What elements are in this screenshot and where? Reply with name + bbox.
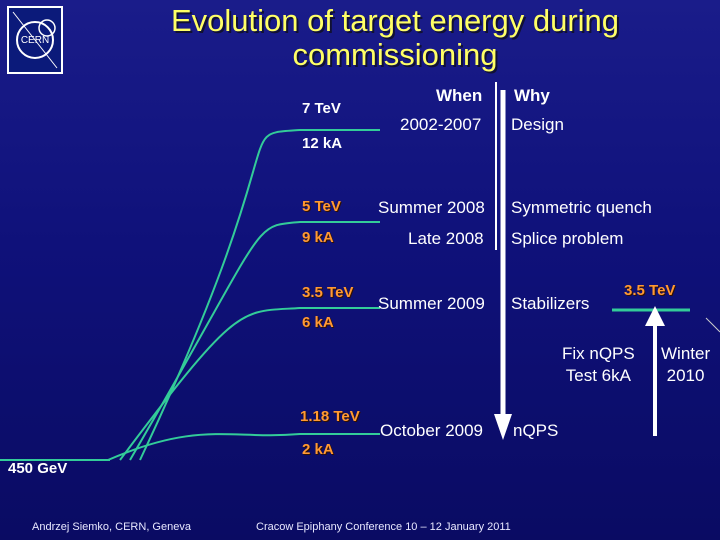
why-nqps: nQPS xyxy=(513,421,559,440)
page-title: Evolution of target energy during commis… xyxy=(0,4,720,72)
target-3-5tev-right: 3.5 TeV xyxy=(624,282,676,299)
current-12ka: 12 kA xyxy=(302,135,343,152)
energy-5tev: 5 TeV xyxy=(302,198,341,215)
curve-1-18tev xyxy=(107,433,380,461)
column-why: Why xyxy=(514,86,550,105)
fix-nqps-note: Fix nQPS Test 6kA xyxy=(562,343,635,387)
curve-7tev xyxy=(139,129,380,461)
up-arrow-head xyxy=(645,306,665,326)
current-2ka: 2 kA xyxy=(302,441,334,458)
energy-7tev: 7 TeV xyxy=(302,100,341,117)
winter-2010-note: Winter 2010 xyxy=(661,343,710,387)
title-line-1: Evolution of target energy during xyxy=(170,3,620,38)
fix-note-line-1: Fix nQPS xyxy=(562,344,635,363)
when-october-2009: October 2009 xyxy=(380,421,484,440)
corner-line xyxy=(705,317,720,333)
winter-note-line-1: Winter xyxy=(661,344,711,363)
fix-note-line-2: Test 6kA xyxy=(565,366,631,385)
why-design: Design xyxy=(511,115,564,134)
down-arrow-head xyxy=(494,414,512,440)
current-9ka: 9 kA xyxy=(302,229,334,246)
energy-1-18tev: 1.18 TeV xyxy=(300,408,360,425)
cern-logo-text: CERN xyxy=(21,35,49,46)
why-symmetric-quench: Symmetric quench xyxy=(511,198,652,217)
when-2002-2007: 2002-2007 xyxy=(400,115,482,134)
footer-author: Andrzej Siemko, CERN, Geneva xyxy=(32,521,191,533)
when-summer-2009: Summer 2009 xyxy=(378,294,485,313)
cern-logo-icon: CERN xyxy=(9,8,61,72)
column-when: When xyxy=(436,86,483,105)
when-late-2008: Late 2008 xyxy=(408,229,484,248)
footer-conference: Cracow Epiphany Conference 10 – 12 Janua… xyxy=(256,521,511,533)
energy-3-5tev: 3.5 TeV xyxy=(302,284,354,301)
when-summer-2008: Summer 2008 xyxy=(378,198,485,217)
curve-3-5tev xyxy=(119,307,380,461)
why-splice-problem: Splice problem xyxy=(511,229,624,248)
why-stabilizers: Stabilizers xyxy=(511,294,590,313)
injection-energy-label: 450 GeV xyxy=(8,460,68,477)
title-line-2: commissioning xyxy=(292,37,498,72)
winter-note-line-2: 2010 xyxy=(666,366,705,385)
current-6ka: 6 kA xyxy=(302,314,334,331)
cern-logo: CERN xyxy=(7,6,63,74)
